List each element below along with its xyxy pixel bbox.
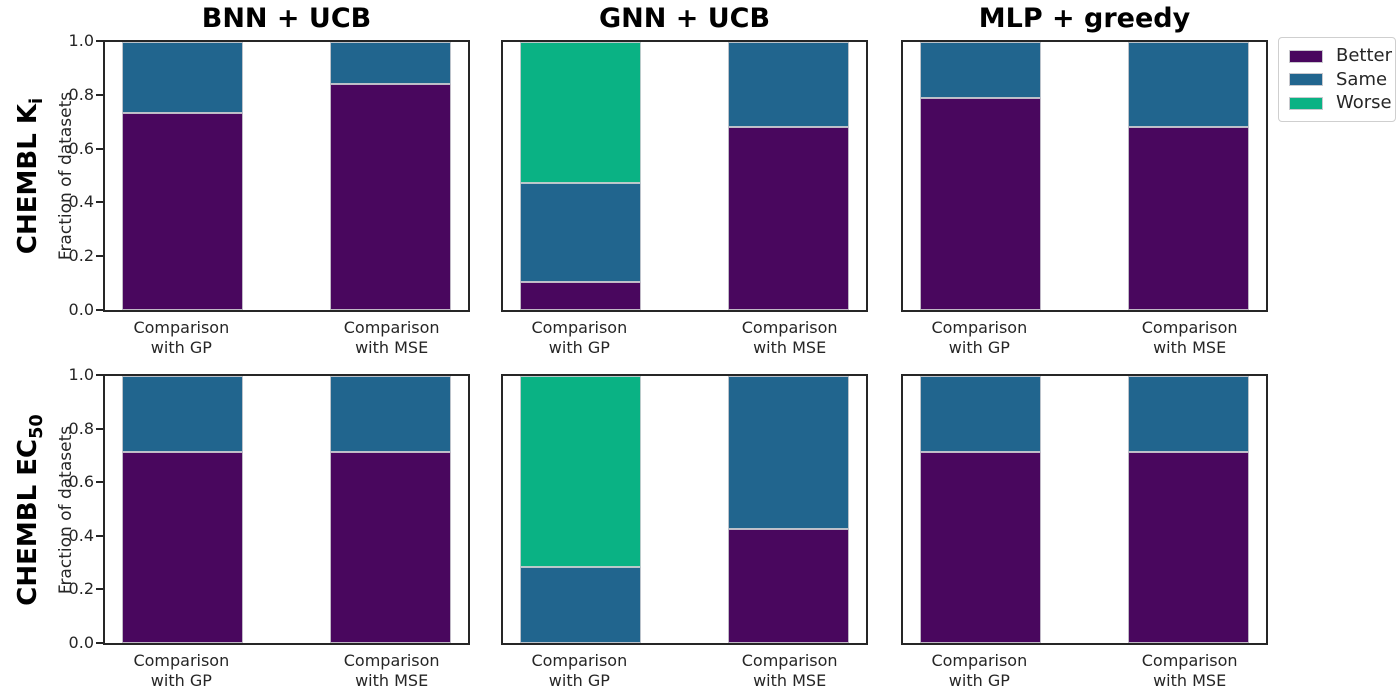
bar-segment-same	[919, 376, 1042, 453]
bar-mse	[329, 42, 452, 310]
row-label-1: CHEMBL EC50	[8, 360, 48, 660]
y-tick-mark	[96, 93, 103, 96]
bar-segment-same	[727, 42, 850, 127]
y-tick-label: 0.6	[68, 138, 94, 158]
bar-segment-better	[121, 452, 244, 643]
bar-segment-better	[727, 528, 850, 643]
subplot-r1-c0	[103, 374, 470, 645]
y-tick-mark	[96, 481, 103, 484]
subplot-r0-c2	[901, 40, 1268, 312]
bar-segment-same	[1127, 376, 1250, 453]
legend-entry-worse: Worse	[1289, 94, 1392, 112]
bar-gp	[519, 376, 642, 643]
y-tick-label: 0.2	[68, 246, 94, 266]
bar-segment-better	[1127, 126, 1250, 310]
y-tick-label: 0.0	[68, 633, 94, 652]
x-tick-label: Comparison with GP	[531, 318, 628, 358]
y-tick-mark	[96, 642, 103, 644]
y-tick-label: 0.4	[68, 192, 94, 212]
bar-segment-same	[121, 376, 244, 453]
y-tick-mark	[96, 427, 103, 430]
y-tick-mark	[96, 588, 103, 591]
y-tick-label: 0.6	[68, 472, 94, 492]
row-label-0: CHEMBL Ki	[8, 26, 48, 326]
y-tick-label: 0.8	[68, 84, 94, 104]
legend-swatch-worse-icon	[1289, 96, 1323, 110]
legend-swatch-same-icon	[1289, 73, 1323, 86]
y-tick-label: 0.8	[68, 418, 94, 438]
bar-segment-same	[1127, 42, 1250, 127]
column-title-2: MLP + greedy	[978, 3, 1191, 34]
bar-segment-better	[121, 112, 244, 310]
subplot-r1-c1	[501, 374, 868, 645]
bar-segment-same	[121, 42, 244, 113]
bar-gp	[121, 376, 244, 643]
bar-segment-better	[727, 126, 850, 310]
bar-segment-same	[329, 42, 452, 85]
bar-segment-better	[919, 452, 1042, 643]
bar-mse	[1127, 42, 1250, 310]
bar-mse	[727, 42, 850, 310]
x-tick-label: Comparison with GP	[531, 651, 628, 691]
legend: Better Same Worse	[1278, 37, 1396, 122]
bar-segment-better	[519, 281, 642, 310]
subplot-r1-c2	[901, 374, 1268, 645]
y-tick-mark	[96, 309, 103, 311]
legend-label: Better	[1336, 45, 1393, 66]
x-tick-label: Comparison with MSE	[343, 318, 440, 358]
bar-segment-worse	[519, 42, 642, 184]
x-tick-label: Comparison with MSE	[741, 651, 838, 691]
y-tick-mark	[96, 255, 103, 258]
legend-entry-better: Better	[1289, 47, 1392, 65]
y-tick-mark	[96, 534, 103, 537]
x-tick-label: Comparison with MSE	[1141, 318, 1238, 358]
y-tick-label: 0.4	[68, 525, 94, 545]
bar-segment-same	[727, 376, 850, 529]
x-tick-label: Comparison with MSE	[343, 651, 440, 691]
bar-mse	[329, 376, 452, 643]
y-tick-mark	[96, 147, 103, 150]
y-tick-label: 0.0	[68, 300, 94, 319]
bar-segment-better	[329, 84, 452, 310]
bar-segment-worse	[519, 376, 642, 567]
bar-segment-same	[329, 376, 452, 453]
bar-segment-same	[519, 183, 642, 282]
bar-segment-better	[1127, 452, 1250, 643]
bar-gp	[919, 42, 1042, 310]
y-tick-label: 1.0	[68, 31, 94, 50]
x-tick-label: Comparison with GP	[133, 651, 230, 691]
legend-label: Same	[1336, 68, 1388, 90]
bar-gp	[519, 42, 642, 310]
bar-gp	[919, 376, 1042, 643]
y-tick-mark	[96, 40, 103, 42]
y-tick-mark	[96, 374, 103, 376]
legend-swatch-better-icon	[1289, 49, 1323, 63]
bar-segment-same	[519, 566, 642, 643]
legend-label: Worse	[1336, 92, 1392, 113]
x-tick-label: Comparison with MSE	[741, 318, 838, 358]
bar-gp	[121, 42, 244, 310]
y-tick-label: 1.0	[68, 365, 94, 384]
row-label-text: CHEMBL EC	[13, 438, 43, 606]
legend-entry-same: Same	[1289, 70, 1387, 89]
x-tick-label: Comparison with GP	[931, 651, 1028, 691]
row-label-text: CHEMBL K	[13, 104, 43, 255]
bar-mse	[727, 376, 850, 643]
bar-segment-better	[919, 98, 1042, 310]
y-tick-mark	[96, 201, 103, 204]
bar-segment-same	[919, 42, 1042, 99]
y-tick-label: 0.2	[68, 579, 94, 599]
bar-mse	[1127, 376, 1250, 643]
x-tick-label: Comparison with GP	[931, 318, 1028, 358]
column-title-0: BNN + UCB	[201, 3, 372, 34]
x-tick-label: Comparison with GP	[133, 318, 230, 358]
x-tick-label: Comparison with MSE	[1141, 651, 1238, 691]
subplot-r0-c1	[501, 40, 868, 312]
column-title-1: GNN + UCB	[598, 3, 771, 34]
bar-segment-better	[329, 452, 452, 643]
subplot-r0-c0	[103, 40, 470, 312]
